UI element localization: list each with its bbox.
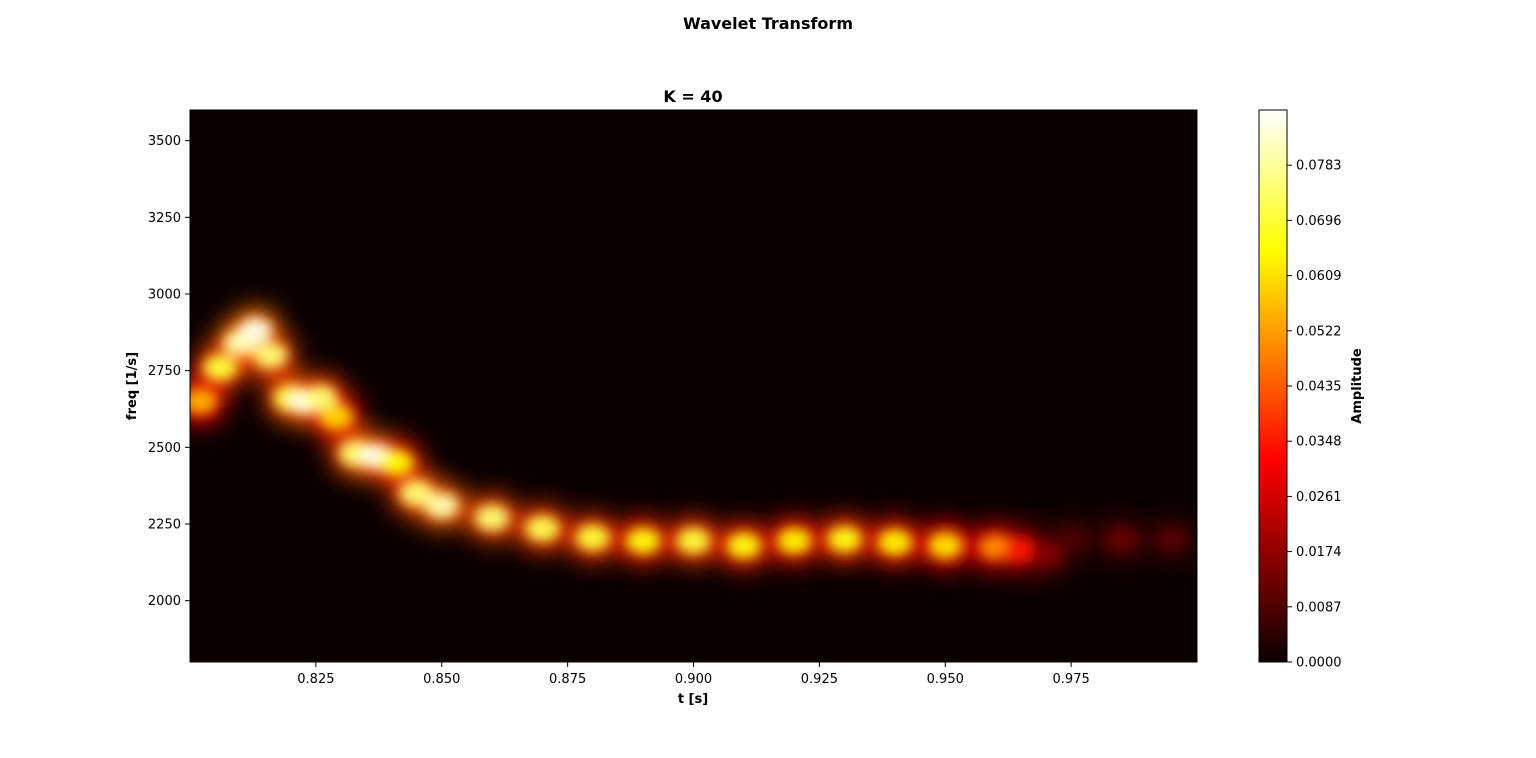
y-tick-label: 3000 — [148, 288, 181, 303]
x-tick-label: 0.850 — [423, 672, 460, 687]
y-tick-label: 3500 — [148, 134, 181, 149]
ridge-point — [190, 388, 218, 415]
x-tick-label: 0.875 — [549, 672, 586, 687]
colorbar-gradient — [1258, 109, 1288, 663]
x-axis-label: t [s] — [678, 692, 708, 707]
colorbar-tick-label: 0.0696 — [1296, 214, 1342, 229]
y-tick-label: 2750 — [148, 364, 181, 379]
figure-suptitle: Wavelet Transform — [683, 14, 853, 33]
x-tick-label: 0.925 — [801, 672, 838, 687]
ridge-point — [319, 403, 354, 430]
x-tick-label: 0.825 — [297, 672, 334, 687]
ridge-point — [877, 529, 912, 556]
ridge-point — [525, 515, 560, 542]
ridge-point — [575, 524, 610, 551]
ridge-point — [475, 504, 510, 531]
colorbar-tick-label: 0.0348 — [1296, 435, 1342, 450]
heatmap-ridge — [190, 317, 1189, 568]
colorbar-tick-label: 0.0087 — [1296, 600, 1342, 615]
ridge-point — [424, 492, 459, 519]
ridge-point — [1028, 541, 1063, 568]
x-tick-label: 0.950 — [927, 672, 964, 687]
x-tick-label: 0.975 — [1053, 672, 1090, 687]
tail-point — [1104, 526, 1139, 553]
heatmap-area — [189, 109, 1198, 663]
ridge-point — [827, 526, 862, 553]
y-tick-label: 2250 — [148, 518, 181, 533]
x-tick-label: 0.900 — [675, 672, 712, 687]
ridge-point — [238, 317, 273, 344]
ridge-point — [726, 532, 761, 559]
ridge-point — [676, 527, 711, 554]
ridge-point — [203, 354, 238, 381]
x-axis: 0.825 0.850 0.875 0.900 0.925 0.950 0.975 — [297, 662, 1090, 687]
ridge-point — [626, 527, 661, 554]
axes-title: K = 40 — [663, 87, 722, 106]
y-axis-label: freq [1/s] — [125, 352, 140, 420]
colorbar-tick-label: 0.0609 — [1296, 269, 1342, 284]
ridge-point — [253, 342, 288, 369]
colorbar-tick-label: 0.0522 — [1296, 324, 1342, 339]
ridge-point — [777, 527, 812, 554]
colorbar-tick-label: 0.0783 — [1296, 159, 1342, 174]
tail-point — [1054, 526, 1089, 553]
colorbar-label: Amplitude — [1350, 348, 1365, 424]
ridge-point — [399, 480, 434, 507]
tail-point — [1154, 526, 1189, 553]
ridge-point — [978, 534, 1013, 560]
y-tick-label: 2000 — [148, 594, 181, 609]
y-tick-label: 2500 — [148, 441, 181, 456]
colorbar-tick-label: 0.0174 — [1296, 545, 1342, 560]
y-tick-label: 3250 — [148, 211, 181, 226]
colorbar-tick-label: 0.0435 — [1296, 380, 1342, 395]
y-axis: 2000 2250 2500 2750 3000 3250 3500 — [148, 134, 190, 609]
colorbar-ticks: 0.0000 0.0087 0.0174 0.0261 0.0348 0.0435 0.05… — [1287, 159, 1342, 671]
colorbar-tick-label: 0.0261 — [1296, 490, 1342, 505]
colorbar: 0.0000 0.0087 0.0174 0.0261 0.0348 0.0435 0.05… — [1258, 109, 1365, 671]
ridge-point — [379, 449, 414, 476]
colorbar-tick-label: 0.0000 — [1296, 656, 1342, 671]
ridge-point — [928, 532, 963, 559]
